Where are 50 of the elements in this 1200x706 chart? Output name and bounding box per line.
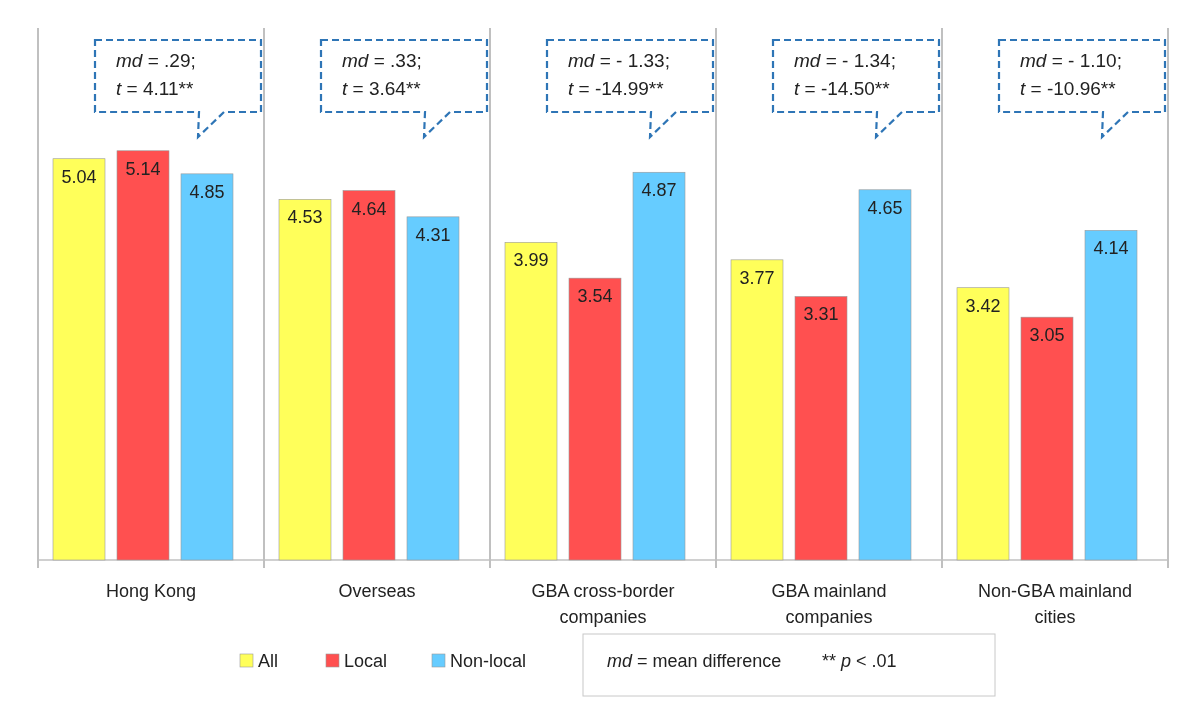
bar (278, 199, 332, 561)
bar (406, 216, 460, 561)
bar (116, 150, 170, 561)
data-label: 3.54 (577, 286, 613, 307)
text: t = -14.50** (794, 78, 891, 99)
legend-label: Local (344, 651, 388, 671)
data-label: 5.14 (125, 158, 161, 179)
text: md = - 1.10; (1020, 50, 1122, 71)
text: md = - 1.33; (568, 50, 670, 71)
x-tick-label: Hong Kong (105, 581, 197, 601)
bar (342, 190, 396, 561)
x-tick-label: Non-GBA mainland cities (977, 581, 1133, 627)
data-label: 4.85 (189, 181, 225, 202)
bar (52, 158, 106, 561)
text: md = .29; (116, 50, 196, 71)
data-label: 4.87 (641, 180, 677, 201)
data-label: 3.42 (965, 295, 1001, 316)
data-label: 3.77 (739, 267, 775, 288)
data-label: 4.14 (1093, 238, 1129, 259)
bar (180, 173, 234, 561)
data-label: 3.99 (513, 250, 549, 271)
data-label: 4.31 (415, 224, 451, 245)
bar (568, 277, 622, 561)
bar (504, 242, 558, 561)
x-tick-label: GBA cross-border companies (531, 581, 675, 627)
text: md = mean difference (607, 651, 782, 671)
bar (1020, 316, 1074, 561)
text: t = -10.96** (1020, 78, 1117, 99)
legend-label: All (258, 651, 279, 671)
legend-label: Non-local (450, 651, 527, 671)
data-label: 4.65 (867, 197, 903, 218)
text: md = - 1.34; (794, 50, 896, 71)
text: md = .33; (342, 50, 422, 71)
bar (632, 171, 686, 561)
x-tick-label: Overseas (338, 581, 416, 601)
text: ** p < .01 (822, 651, 897, 671)
bar (956, 287, 1010, 561)
data-label: 5.04 (61, 166, 97, 187)
text: t = 4.11** (116, 78, 194, 99)
bar (858, 189, 912, 561)
data-label: 4.53 (287, 207, 323, 228)
text: t = 3.64** (342, 78, 422, 99)
bar (794, 296, 848, 561)
bar (730, 259, 784, 561)
text: t = -14.99** (568, 78, 665, 99)
data-label: 4.64 (351, 198, 387, 219)
data-label: 3.05 (1029, 325, 1065, 346)
bar (1084, 230, 1138, 561)
x-tick-label: GBA mainland companies (771, 581, 887, 627)
data-label: 3.31 (803, 304, 839, 325)
